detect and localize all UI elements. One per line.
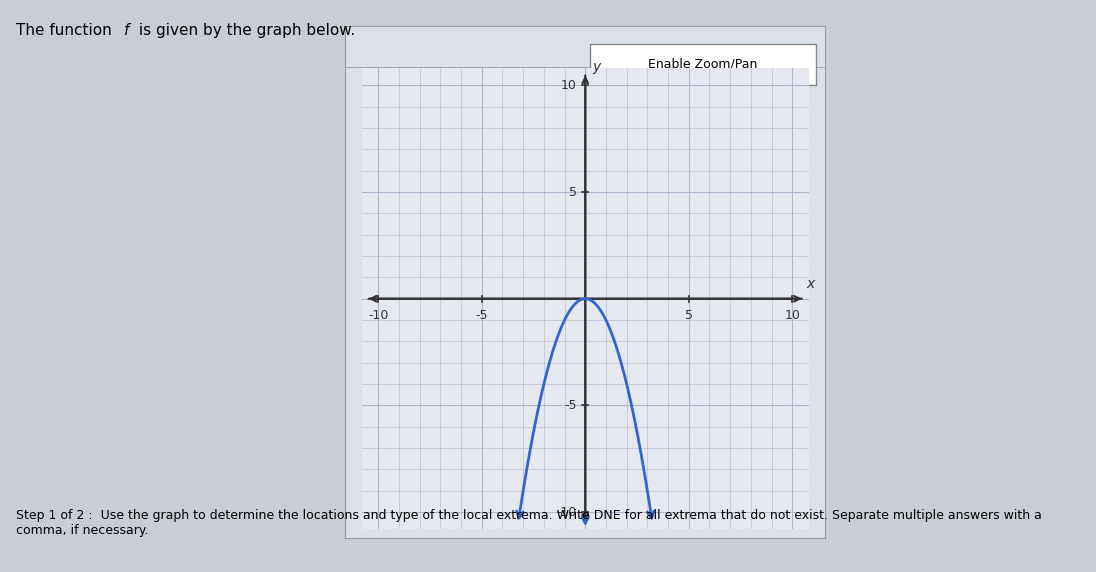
- Text: is given by the graph below.: is given by the graph below.: [134, 23, 355, 38]
- Text: Step 1 of 2 :  Use the graph to determine the locations and type of the local ex: Step 1 of 2 : Use the graph to determine…: [16, 509, 1042, 537]
- Text: f: f: [124, 23, 129, 38]
- Text: -5: -5: [476, 309, 488, 323]
- Text: 10: 10: [785, 309, 800, 323]
- Text: The function: The function: [16, 23, 117, 38]
- Text: 5: 5: [569, 185, 576, 198]
- Text: y: y: [593, 60, 601, 74]
- Text: 5: 5: [685, 309, 693, 323]
- Text: 10: 10: [561, 79, 576, 92]
- Text: -10: -10: [557, 506, 576, 519]
- Text: -5: -5: [564, 399, 576, 412]
- FancyBboxPatch shape: [590, 43, 815, 85]
- Text: -10: -10: [368, 309, 388, 323]
- Text: Enable Zoom/Pan: Enable Zoom/Pan: [648, 58, 757, 70]
- Text: x: x: [807, 277, 815, 291]
